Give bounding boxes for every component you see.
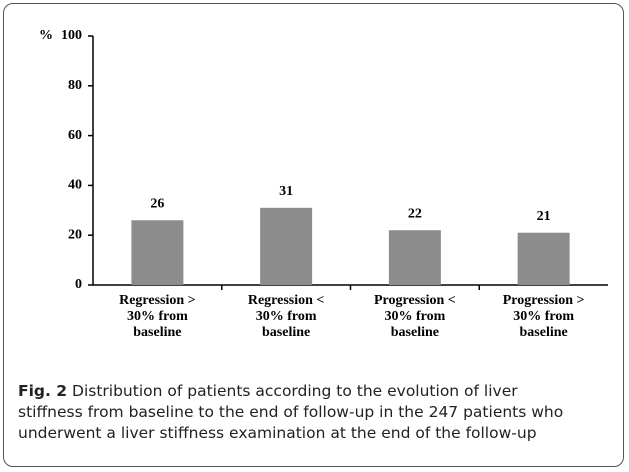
value-label: 21 xyxy=(537,209,551,224)
caption-label: Fig. 2 xyxy=(18,382,68,400)
caption: Fig. 2 Distribution of patients accordin… xyxy=(18,381,578,444)
y-tick-label: 80 xyxy=(68,78,82,93)
x-tick-label: Progression > 30% from baseline xyxy=(502,293,585,340)
y-tick-label: 0 xyxy=(75,277,82,292)
bar xyxy=(388,230,441,285)
figure-frame xyxy=(3,3,624,467)
x-tick-label: Regression > 30% from baseline xyxy=(119,293,196,340)
x-tick-label: Progression < 30% from baseline xyxy=(374,293,456,340)
caption-text: Distribution of patients according to th… xyxy=(18,382,564,442)
bar xyxy=(517,232,570,285)
value-label: 26 xyxy=(150,196,164,211)
value-label: 31 xyxy=(279,184,293,199)
x-tick-label: Regression < 30% from baseline xyxy=(247,293,325,340)
bar xyxy=(260,207,313,285)
y-tick-label: 100 xyxy=(61,28,82,43)
y-tick-label: 40 xyxy=(68,178,82,193)
y-axis-label: % xyxy=(39,28,53,43)
value-label: 22 xyxy=(408,206,422,221)
y-tick-label: 20 xyxy=(68,227,82,242)
y-tick-label: 60 xyxy=(68,128,82,143)
bar xyxy=(131,220,184,285)
